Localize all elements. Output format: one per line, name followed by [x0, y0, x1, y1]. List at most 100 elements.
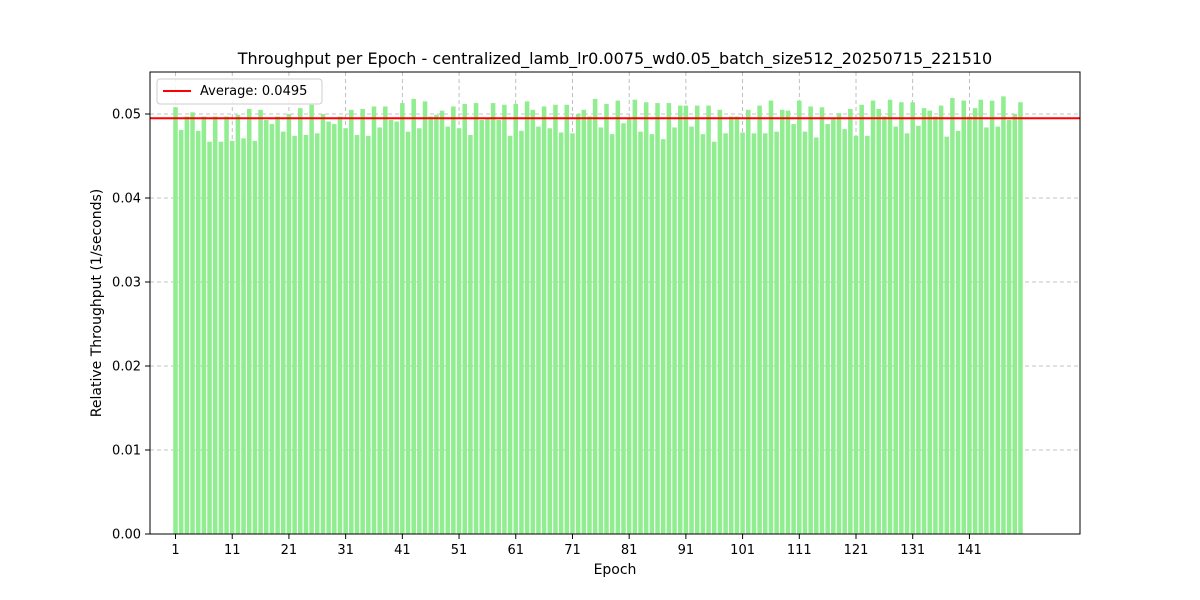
bar-epoch-149 [1012, 114, 1018, 534]
bar-epoch-43 [411, 98, 416, 534]
bar-epoch-110 [791, 124, 796, 534]
bar-epoch-72 [575, 114, 581, 534]
bar-epoch-12 [235, 114, 241, 534]
bar-epoch-22 [292, 135, 297, 534]
bar-epoch-136 [938, 105, 944, 534]
bar-epoch-46 [428, 116, 433, 535]
bar-epoch-41 [400, 103, 405, 534]
x-tick-label: 61 [507, 543, 524, 558]
bar-epoch-2 [178, 129, 184, 534]
legend-box [156, 78, 323, 105]
bar-epoch-56 [485, 119, 490, 534]
x-tick-label: 21 [281, 543, 298, 558]
bar-epoch-143 [978, 99, 984, 534]
bar-epoch-123 [865, 135, 870, 534]
bar-epoch-25 [309, 104, 314, 534]
bar-epoch-69 [558, 132, 564, 535]
bar-epoch-79 [615, 100, 621, 534]
bar-epoch-3 [184, 116, 190, 535]
bar-epoch-108 [780, 109, 785, 535]
bar-epoch-142 [972, 108, 978, 535]
bar-epoch-78 [609, 134, 615, 534]
bar-epoch-37 [377, 127, 382, 534]
bar-epoch-58 [496, 119, 502, 534]
bar-epoch-89 [672, 127, 677, 534]
bar-epoch-47 [434, 114, 439, 534]
bar-epoch-87 [660, 139, 666, 534]
bar-epoch-97 [717, 109, 723, 535]
bar-epoch-24 [303, 135, 309, 534]
legend-average-label: Average: 0.0495 [200, 84, 307, 99]
bar-epoch-36 [371, 106, 377, 534]
bar-epoch-125 [876, 108, 881, 535]
bar-epoch-44 [417, 128, 422, 534]
bar-epoch-103 [751, 133, 757, 534]
bar-epoch-106 [768, 100, 774, 534]
bar-epoch-62 [519, 130, 524, 535]
bar-epoch-117 [831, 119, 836, 534]
chart-title: Throughput per Epoch - centralized_lamb_… [237, 49, 992, 69]
bar-epoch-124 [870, 100, 876, 534]
bar-epoch-145 [989, 100, 995, 534]
bar-epoch-137 [944, 136, 950, 534]
x-tick-label: 1 [171, 543, 179, 558]
x-tick-label: 91 [678, 543, 695, 558]
bar-epoch-30 [337, 116, 343, 535]
bar-epoch-144 [984, 127, 989, 534]
x-tick-label: 101 [730, 543, 755, 558]
bar-epoch-73 [581, 109, 587, 535]
bar-epoch-71 [570, 133, 575, 534]
bar-epoch-76 [598, 127, 604, 534]
bar-epoch-129 [899, 102, 904, 535]
bar-epoch-95 [706, 105, 711, 534]
bar-epoch-128 [893, 126, 898, 534]
bar-epoch-107 [774, 131, 779, 534]
y-axis-ticks: 0.00 0.01 0.02 0.03 0.04 0.05 [112, 108, 150, 543]
bar-epoch-80 [621, 123, 626, 535]
bar-epoch-133 [921, 108, 927, 535]
bar-epoch-141 [967, 116, 972, 535]
bar-epoch-120 [848, 108, 853, 535]
bar-epoch-115 [819, 107, 825, 534]
y-tick-label: 0.00 [112, 528, 141, 543]
x-tick-label: 131 [900, 543, 925, 558]
bar-epoch-119 [842, 129, 847, 534]
bar-epoch-57 [490, 103, 496, 534]
bar-epoch-84 [643, 102, 649, 535]
bar-epoch-60 [507, 135, 513, 534]
bar-epoch-146 [995, 126, 1001, 534]
bar-epoch-98 [723, 133, 728, 534]
bar-epoch-134 [927, 110, 932, 534]
bar-epoch-127 [887, 99, 893, 534]
bar-epoch-102 [745, 109, 751, 535]
bar-epoch-16 [258, 109, 263, 535]
bar-epoch-150 [1018, 102, 1023, 535]
bar-epoch-70 [564, 104, 570, 534]
bar-epoch-9 [218, 141, 224, 534]
bar-epoch-65 [536, 126, 541, 534]
legend: Average: 0.0495 [156, 78, 323, 105]
bar-epoch-33 [354, 135, 360, 534]
bar-epoch-126 [882, 116, 887, 535]
bar-epoch-114 [814, 137, 819, 534]
bar-epoch-53 [468, 135, 473, 534]
y-tick-label: 0.01 [112, 444, 141, 459]
bar-epoch-28 [326, 121, 331, 534]
bar-epoch-20 [280, 131, 286, 534]
bar-epoch-29 [332, 124, 337, 534]
bar-epoch-112 [802, 131, 808, 534]
bar-epoch-19 [275, 116, 280, 535]
bar-epoch-21 [286, 114, 292, 534]
bar-epoch-8 [212, 116, 218, 535]
bar-epoch-52 [462, 103, 467, 535]
bar-epoch-77 [604, 103, 609, 535]
bar-epoch-11 [229, 140, 235, 534]
bar-epoch-51 [456, 128, 462, 534]
bar-epoch-139 [955, 130, 961, 535]
bar-epoch-121 [853, 135, 859, 534]
x-tick-label: 111 [787, 543, 812, 558]
bar-epoch-116 [825, 124, 830, 534]
bar-epoch-42 [405, 131, 411, 534]
bar-epoch-40 [394, 121, 399, 534]
bar-epoch-5 [195, 130, 201, 535]
